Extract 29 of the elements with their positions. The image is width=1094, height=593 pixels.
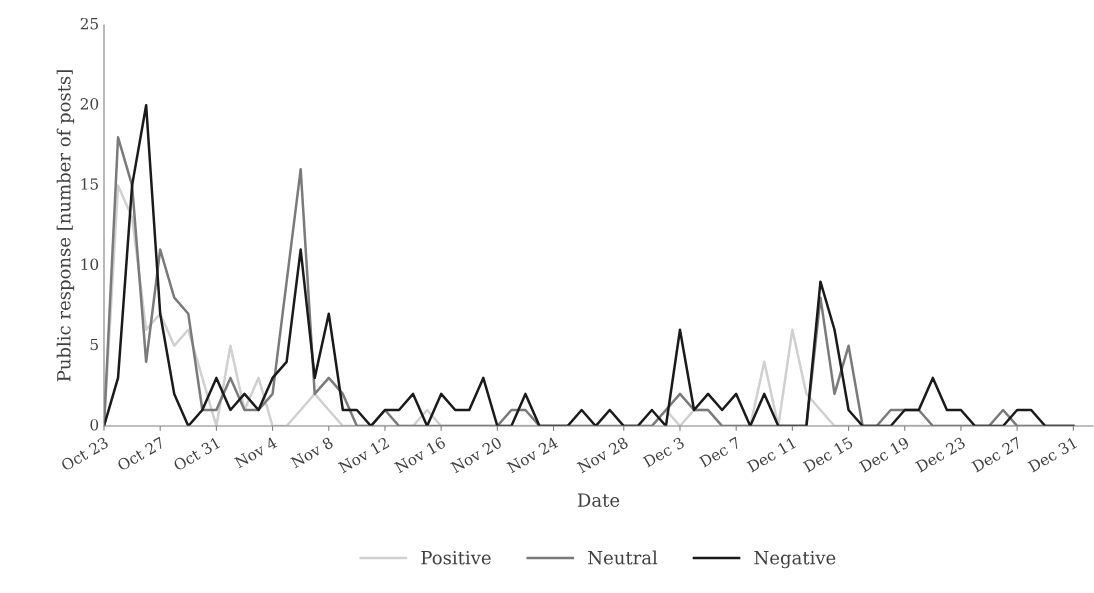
x-tick-label: Dec 27 (971, 436, 1023, 473)
x-tick-label: Nov 20 (450, 436, 503, 474)
legend-label: Neutral (588, 550, 658, 565)
x-axis-title: Date (577, 493, 620, 507)
x-tick-label: Dec 3 (642, 436, 685, 468)
y-tick-label: 20 (80, 98, 99, 110)
x-tick-label: Dec 31 (1027, 437, 1078, 473)
x-tick-label: Dec 7 (698, 436, 742, 468)
x-tick-label: Dec 15 (802, 436, 854, 473)
x-tick-label: Nov 28 (576, 436, 629, 474)
x-tick-label: Nov 24 (506, 436, 559, 474)
x-tick-label: Nov 4 (233, 436, 278, 469)
x-tick-label: Nov 12 (337, 436, 390, 474)
x-tick-label: Oct 31 (172, 437, 221, 472)
legend-label: Negative (754, 550, 836, 569)
y-tick-label: 0 (90, 418, 99, 431)
x-tick-label: Nov 16 (393, 436, 447, 474)
x-tick-label: Oct 27 (116, 436, 166, 472)
y-tick-label: 5 (90, 338, 98, 351)
x-tick-label: Dec 19 (858, 436, 910, 473)
y-axis-title: Public response [number of posts] (56, 70, 75, 382)
x-tick-label: Nov 8 (289, 436, 334, 469)
x-tick-label: Dec 23 (914, 436, 966, 473)
y-tick-label: 15 (81, 178, 98, 190)
y-tick-label: 10 (81, 258, 99, 271)
x-tick-label: Dec 11 (746, 437, 797, 473)
legend-label: Positive (421, 550, 491, 565)
y-tick-label: 25 (80, 17, 98, 30)
x-tick-label: Oct 23 (60, 436, 109, 472)
